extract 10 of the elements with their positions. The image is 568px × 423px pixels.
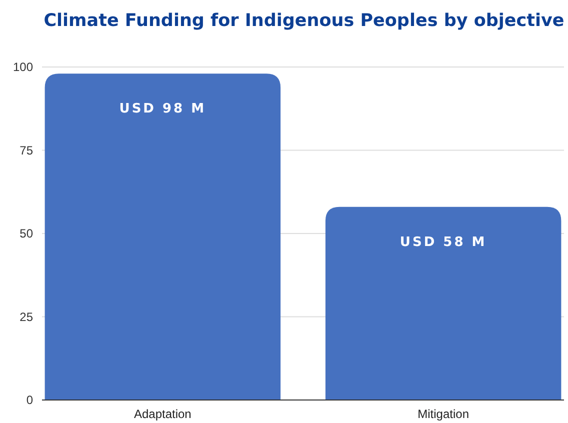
data-label: USD 98 M bbox=[119, 102, 206, 117]
y-tick-label: 75 bbox=[20, 143, 34, 158]
y-tick-label: 100 bbox=[12, 60, 34, 74]
chart-title: Climate Funding for Indigenous Peoples by objective bbox=[44, 11, 564, 31]
y-tick-label: 0 bbox=[26, 393, 34, 407]
y-tick-label: 25 bbox=[20, 310, 34, 324]
x-tick-label: Mitigation bbox=[418, 407, 469, 421]
y-tick-label: 50 bbox=[20, 226, 34, 240]
x-tick-label: Adaptation bbox=[134, 407, 192, 421]
data-label: USD 58 M bbox=[400, 234, 487, 250]
